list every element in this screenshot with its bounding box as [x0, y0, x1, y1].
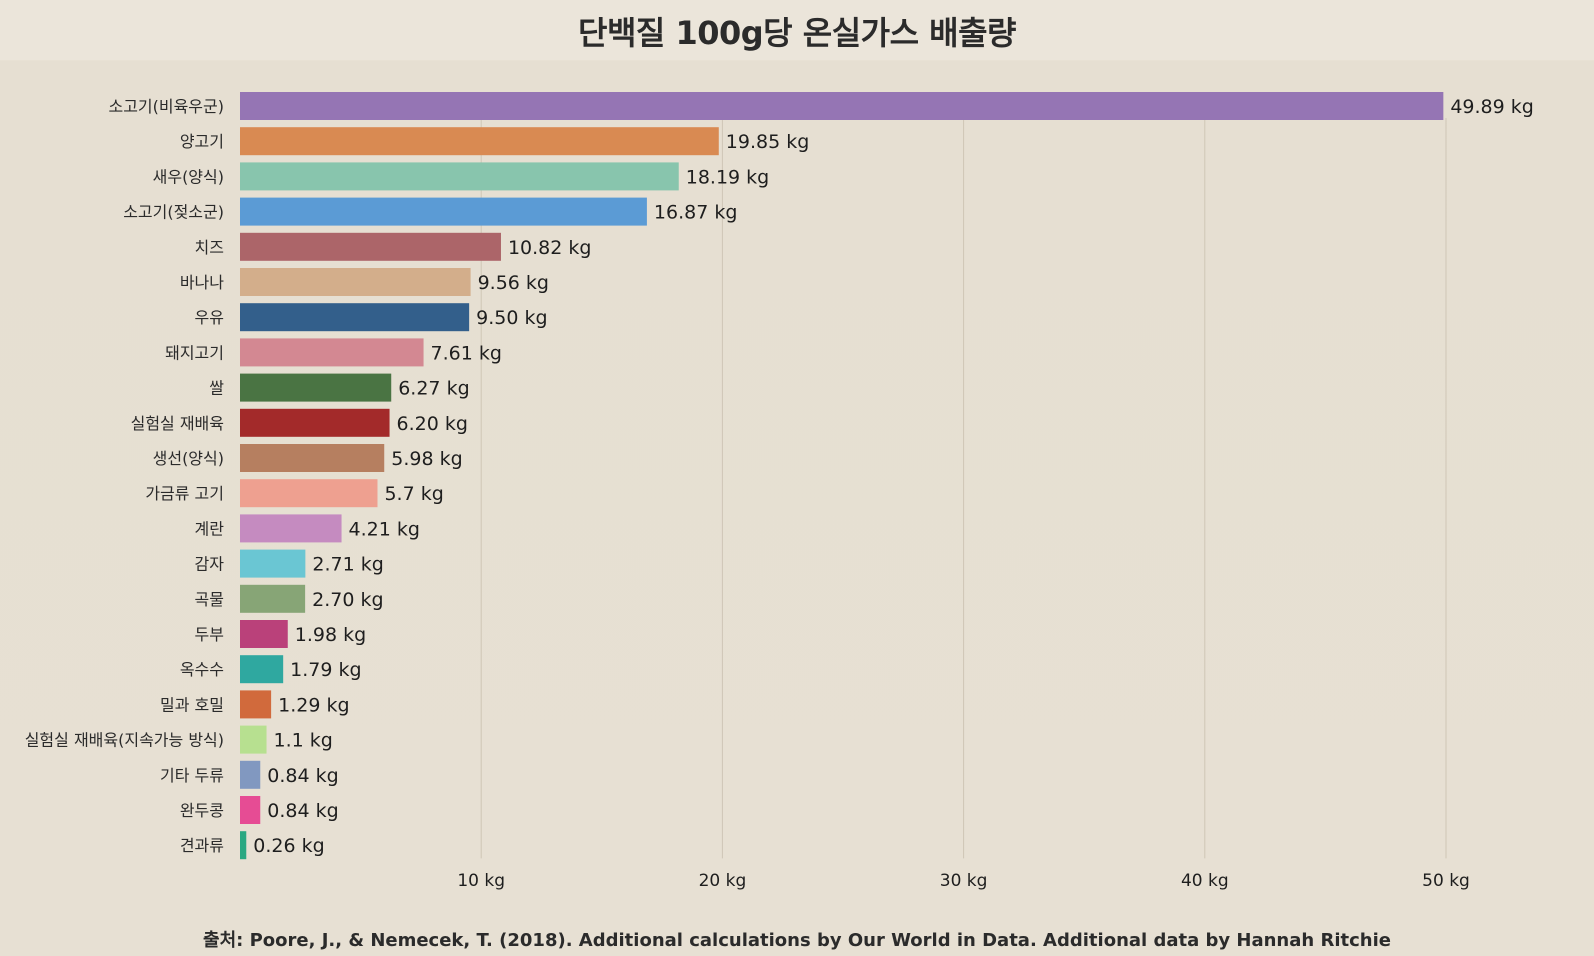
category-label-8: 돼지고기 [165, 343, 224, 362]
source-note: 출처: Poore, J., & Nemecek, T. (2018). Add… [203, 930, 1391, 951]
value-label-16: 1.98 kg [295, 624, 366, 646]
value-label-10: 6.20 kg [397, 413, 468, 435]
header-band [0, 0, 1594, 60]
bar-19 [240, 725, 267, 754]
value-label-11: 5.98 kg [391, 448, 462, 470]
bar-12 [240, 479, 378, 508]
value-label-6: 9.56 kg [478, 272, 549, 294]
bar-18 [240, 690, 272, 719]
category-label-7: 우유 [195, 308, 224, 327]
bar-17 [240, 655, 284, 684]
bar-1 [240, 92, 1444, 120]
chart-title: 단백질 100g당 온실가스 배출량 [578, 14, 1016, 52]
category-label-3: 새우(양식) [153, 167, 224, 186]
category-label-2: 양고기 [180, 132, 224, 151]
bar-4 [240, 197, 647, 226]
x-tick-label-20: 20 kg [699, 871, 747, 891]
value-label-1: 49.89 kg [1450, 96, 1534, 118]
category-label-15: 곡물 [195, 590, 224, 609]
bar-9 [240, 373, 392, 402]
value-label-13: 4.21 kg [349, 518, 420, 540]
value-label-20: 0.84 kg [267, 765, 338, 787]
bar-8 [240, 338, 424, 367]
value-label-21: 0.84 kg [267, 800, 338, 822]
category-label-11: 생선(양식) [153, 449, 224, 468]
bar-14 [240, 549, 306, 578]
bar-16 [240, 620, 288, 648]
value-label-14: 2.71 kg [312, 554, 383, 576]
category-label-20: 기타 두류 [160, 766, 224, 785]
category-label-1: 소고기(비육우군) [108, 97, 224, 116]
value-label-19: 1.1 kg [274, 730, 333, 752]
bar-7 [240, 303, 470, 332]
value-label-17: 1.79 kg [290, 659, 361, 681]
category-label-21: 완두콩 [180, 801, 224, 820]
x-tick-label-10: 10 kg [457, 871, 505, 891]
category-label-19: 실험실 재배육(지속가능 방식) [25, 731, 224, 750]
category-label-4: 소고기(젖소군) [123, 203, 224, 222]
category-label-14: 감자 [195, 555, 225, 574]
value-label-8: 7.61 kg [431, 342, 502, 364]
x-tick-label-50: 50 kg [1422, 871, 1470, 891]
value-label-4: 16.87 kg [654, 202, 738, 224]
x-tick-label-40: 40 kg [1181, 871, 1229, 891]
value-label-18: 1.29 kg [278, 694, 349, 716]
bar-15 [240, 584, 306, 613]
value-label-22: 0.26 kg [253, 835, 324, 857]
category-label-6: 바나나 [180, 273, 224, 292]
bar-20 [240, 760, 261, 789]
value-label-15: 2.70 kg [312, 589, 383, 611]
category-label-13: 계란 [195, 519, 225, 538]
value-label-2: 19.85 kg [726, 131, 810, 153]
category-label-18: 밀과 호밀 [160, 695, 224, 714]
bar-10 [240, 408, 390, 437]
category-label-22: 견과류 [180, 836, 224, 855]
category-label-10: 실험실 재배육 [131, 414, 224, 433]
category-label-16: 두부 [195, 625, 224, 644]
category-label-17: 옥수수 [180, 660, 224, 679]
category-label-5: 치즈 [195, 238, 224, 257]
category-label-12: 가금류 고기 [145, 484, 224, 503]
value-label-7: 9.50 kg [476, 307, 547, 329]
x-tick-label-30: 30 kg [940, 871, 988, 891]
bar-11 [240, 444, 385, 472]
bar-6 [240, 268, 471, 296]
bar-3 [240, 162, 679, 191]
bar-22 [240, 831, 247, 860]
value-label-9: 6.27 kg [398, 378, 469, 400]
category-label-9: 쌀 [209, 379, 224, 398]
value-label-3: 18.19 kg [686, 166, 770, 188]
value-label-5: 10.82 kg [508, 237, 592, 259]
bar-5 [240, 232, 501, 261]
value-label-12: 5.7 kg [384, 483, 443, 505]
bar-21 [240, 796, 261, 824]
bar-13 [240, 514, 342, 543]
bar-2 [240, 127, 719, 156]
